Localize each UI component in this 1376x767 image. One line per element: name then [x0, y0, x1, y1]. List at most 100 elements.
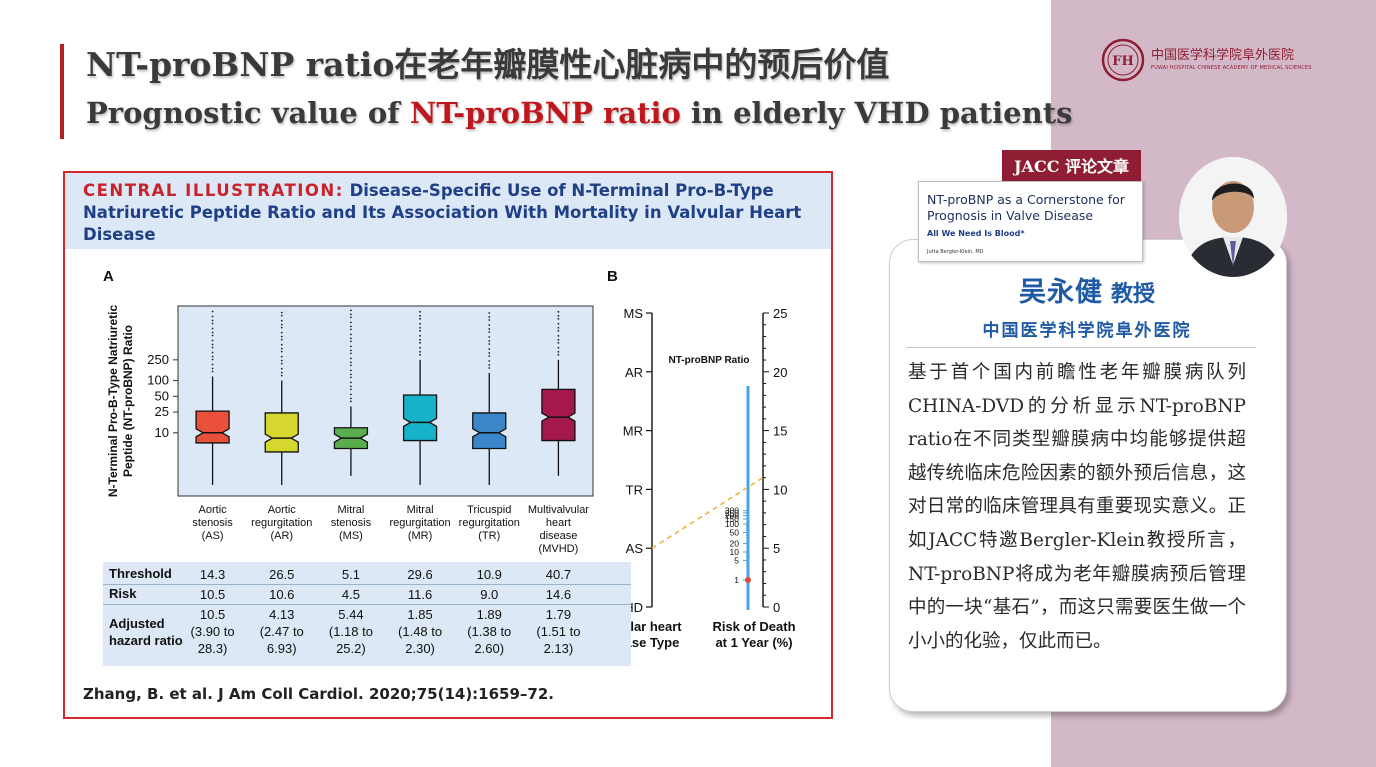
outlier-point	[350, 313, 352, 316]
outlier-point	[488, 336, 491, 338]
svg-text:FH: FH	[1112, 54, 1134, 69]
outlier-point	[350, 388, 352, 391]
box-body	[264, 412, 299, 453]
outlier-point	[488, 355, 491, 357]
outlier-point	[280, 347, 283, 350]
threshold-cell: 40.7	[545, 567, 572, 582]
outlier-point	[350, 385, 352, 388]
category-label-line: Aortic	[199, 504, 228, 516]
ci-cell: (1.38 to	[467, 624, 512, 639]
author-title: 教授	[1110, 281, 1155, 307]
threshold-cell: 14.3	[199, 567, 226, 582]
outlier-point	[350, 309, 352, 312]
hr-cell: 5.44	[338, 607, 364, 622]
category-label: Aortic regurgitation (AR)	[251, 504, 312, 542]
author-name-line: 吴永健 教授	[889, 270, 1285, 309]
category-label-line: Mitral	[337, 504, 364, 516]
right-axis-title-line: Risk of Death	[712, 619, 795, 634]
outlier-point	[557, 350, 560, 353]
outlier-point	[557, 310, 560, 313]
category-label-line: regurgitation	[251, 517, 312, 529]
outlier-point	[350, 337, 352, 340]
outlier-point	[557, 353, 560, 356]
outlier-point	[280, 362, 283, 365]
outlier-point	[419, 334, 421, 337]
y-tick-label: 10	[155, 425, 169, 440]
left-axis-label: AR	[625, 365, 643, 380]
outlier-point	[488, 328, 491, 330]
outlier-point	[280, 314, 283, 317]
outlier-point	[419, 314, 421, 317]
outlier-point	[211, 351, 214, 354]
middle-axis-title: NT-proBNP Ratio	[669, 355, 750, 366]
outlier-point	[280, 331, 283, 334]
title-accent-bar	[60, 44, 64, 139]
ci-cell: 6.93)	[266, 641, 297, 656]
category-label-line: (MS)	[339, 530, 363, 542]
row-divider	[103, 604, 631, 605]
category-label-line: Multivalvular	[528, 504, 589, 516]
outlier-point	[211, 322, 214, 325]
commentary-card	[889, 239, 1287, 712]
outlier-point	[488, 360, 491, 362]
outlier-point	[280, 343, 283, 346]
outlier-point	[280, 319, 283, 322]
ci-cell: (1.18 to	[328, 624, 373, 639]
ci-cell: 25.2)	[336, 641, 366, 656]
stats-table: Threshold Risk Adjusted hazard ratio 14.3…	[103, 562, 631, 666]
middle-axis-label: 1	[734, 575, 739, 585]
outlier-point	[557, 341, 560, 344]
category-label-line: regurgitation	[390, 517, 451, 529]
hr-cell: 1.85	[407, 607, 433, 622]
outlier-point	[419, 310, 421, 313]
outlier-point	[350, 321, 352, 324]
box-body	[472, 412, 507, 450]
paper-title: NT-proBNP as a Cornerstone for Prognosis…	[927, 192, 1125, 223]
outlier-point	[488, 348, 491, 350]
right-axis-title-line: at 1 Year (%)	[715, 635, 792, 650]
hr-cell: 1.79	[545, 607, 572, 622]
outlier-point	[280, 326, 283, 329]
outlier-point	[350, 373, 352, 376]
outlier-point	[211, 310, 214, 313]
outlier-point	[557, 338, 560, 341]
commentary-paper-thumbnail: NT-proBNP as a Cornerstone for Prognosis…	[918, 181, 1143, 262]
right-axis-label: 25	[773, 306, 787, 321]
outlier-point	[280, 350, 283, 353]
box-body	[195, 410, 230, 444]
category-label-line: (AS)	[202, 530, 224, 542]
category-label-line: disease	[539, 530, 577, 542]
outlier-point	[211, 343, 214, 346]
outlier-point	[557, 334, 560, 337]
right-axis-label: 5	[773, 541, 780, 556]
outlier-point	[350, 352, 352, 355]
outlier-point	[280, 355, 283, 358]
right-axis-label: 10	[773, 482, 787, 497]
box-body	[402, 394, 438, 442]
outlier-point	[350, 357, 352, 360]
category-label-line: regurgitation	[459, 517, 520, 529]
outlier-point	[350, 400, 352, 403]
jacc-badge: JACC 评论文章	[1002, 150, 1141, 183]
outlier-point	[557, 314, 560, 317]
outlier-point	[211, 334, 214, 337]
avatar	[1179, 157, 1287, 277]
category-label-line: Aortic	[268, 504, 297, 516]
middle-axis-label: 200	[725, 511, 739, 521]
outlier-point	[350, 376, 352, 379]
outlier-point	[350, 316, 352, 319]
middle-axis-label: 100	[725, 519, 739, 529]
right-axis-label: 20	[773, 365, 787, 380]
outlier-point	[280, 311, 283, 314]
y-tick-label: 50	[155, 388, 169, 403]
right-axis-title: Risk of Death at 1 Year (%)	[712, 619, 795, 650]
outlier-point	[211, 319, 214, 322]
right-axis-label: 0	[773, 600, 780, 615]
outlier-point	[419, 322, 421, 325]
outlier-point	[419, 338, 421, 341]
category-label-line: stenosis	[331, 517, 372, 529]
outlier-point	[557, 326, 560, 329]
outlier-point	[280, 374, 283, 377]
middle-axis-label: 300	[725, 506, 739, 516]
category-label-line: heart	[546, 517, 571, 529]
